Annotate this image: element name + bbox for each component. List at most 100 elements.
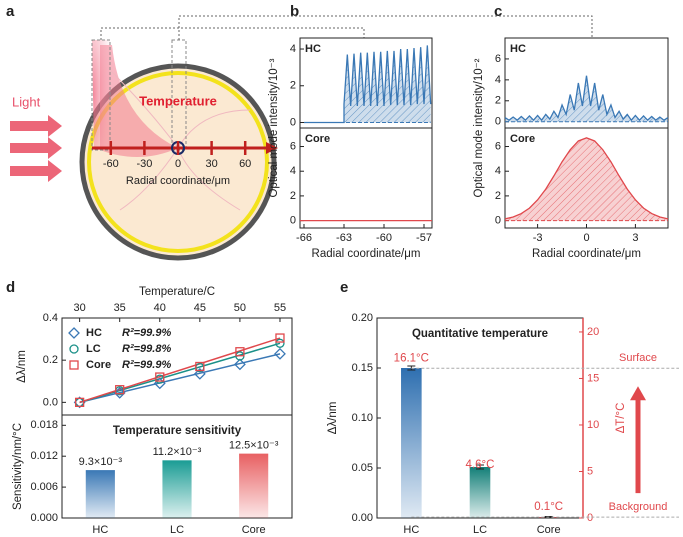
radial-tick-label: 30 [205, 158, 217, 170]
panel-label: b [290, 3, 299, 20]
y-tick-label: 0.0 [43, 396, 58, 408]
swirl [109, 69, 251, 211]
marker [275, 333, 285, 343]
temperature-label: 0.1°C [534, 501, 563, 513]
x-tick-label: 55 [274, 302, 286, 314]
x-tick-label: -57 [416, 232, 432, 244]
y-axis-label: Optical mode intensity/10⁻³ [268, 58, 280, 197]
y-tick-label: 0.006 [30, 481, 58, 493]
marker [113, 386, 126, 399]
y-tick-label: 20 [587, 326, 599, 338]
legend-r2: R²=99.9% [122, 359, 171, 371]
area [304, 45, 431, 123]
legend-label: Core [86, 359, 111, 371]
marker [74, 397, 85, 407]
beam-edge [92, 40, 112, 150]
legend-label: HC [86, 327, 102, 339]
marker [195, 361, 205, 372]
bar [239, 453, 269, 518]
temperature-label: Temperature [139, 93, 217, 108]
arrow [10, 115, 62, 137]
fit-line [79, 353, 281, 404]
y-tick-label: 5 [587, 465, 593, 477]
line [304, 45, 432, 124]
x-axis-label: Radial coordinate/μm [312, 248, 421, 260]
x-tick-label: LC [473, 524, 487, 536]
radial-axis-label: Radial coordinate/μm [126, 175, 230, 187]
value-label: 12.5×10⁻³ [229, 440, 279, 452]
x-tick-label: -63 [336, 232, 352, 244]
bar [469, 467, 491, 518]
marker [275, 338, 285, 348]
y-tick-label: 15 [587, 372, 599, 384]
y-axis-label: Sensitivity/nm/°C [12, 423, 24, 510]
x-tick-label: 40 [154, 302, 166, 314]
bar [85, 470, 115, 518]
y-tick-label: 0.018 [30, 419, 58, 431]
radial-tick-label: -30 [136, 158, 152, 170]
x-tick-label: 50 [234, 302, 246, 314]
x-tick-label: -3 [533, 232, 543, 244]
annotation: Surface [619, 352, 657, 364]
x-tick-label: 0 [583, 232, 589, 244]
x-tick-label: 45 [194, 302, 206, 314]
x-tick-label: HC [403, 524, 419, 536]
plot-title: Quantitative temperature [412, 328, 548, 340]
dashed-box [91, 39, 111, 151]
y-tick-label: 2 [495, 95, 501, 107]
y-tick-label: 0.4 [43, 312, 58, 324]
y-tick-label: 0 [495, 214, 501, 226]
x-tick-label: LC [170, 524, 184, 536]
radial-tick-label: 60 [239, 158, 251, 170]
y-tick-label: 2 [290, 190, 296, 202]
marker [193, 367, 206, 380]
error-bar [476, 464, 484, 470]
y-tick-label: 4 [290, 165, 296, 177]
connector [100, 27, 365, 40]
y-axis-label: Δλ/nm [327, 402, 339, 435]
subplot-title: Core [510, 133, 535, 145]
y-tick-label: 0.05 [352, 462, 373, 474]
y-tick-label: 0.10 [352, 412, 373, 424]
y-tick-label: 4 [495, 74, 501, 86]
area [505, 75, 668, 122]
y-tick-label: 0 [290, 214, 296, 226]
arrow [10, 160, 62, 182]
error-bar [407, 365, 416, 371]
radial-ticks: -60 -30 0 30 60 [103, 141, 251, 170]
bar [162, 460, 192, 518]
connector [178, 15, 593, 40]
subplot-title: HC [305, 43, 321, 55]
subplot-title: HC [510, 43, 526, 55]
legend-label: LC [86, 343, 101, 355]
marker [274, 347, 286, 360]
x-axis-label: Radial coordinate/μm [532, 248, 641, 260]
y-tick-label: 10 [587, 419, 599, 431]
y-tick-label: 0 [587, 512, 593, 524]
panel-label: c [494, 3, 502, 20]
x-tick-label: 35 [114, 302, 126, 314]
y-tick-label: 4 [290, 43, 296, 55]
fiber-ring [87, 71, 269, 253]
legend-r2: R²=99.8% [122, 343, 171, 355]
x-tick-label: HC [92, 524, 108, 536]
bar [401, 368, 422, 518]
x-tick-label: -66 [296, 232, 312, 244]
y-tick-label: 4 [495, 165, 501, 177]
marker [115, 385, 125, 395]
y-tick-label: 2 [290, 80, 296, 92]
beam-glow [100, 45, 178, 158]
y-axis-label: Δλ/nm [16, 350, 28, 383]
y-tick-label: 0.15 [352, 362, 373, 374]
y-tick-label: 0 [290, 116, 296, 128]
arrow-head [630, 386, 646, 401]
marker [69, 360, 79, 370]
panel-label: d [6, 279, 15, 296]
x-tick-label: Core [242, 524, 266, 536]
y-tick-label: 0.2 [43, 354, 58, 366]
x-tick-label: 3 [632, 232, 638, 244]
x-axis-label: Temperature/C [139, 286, 215, 298]
y-tick-label: 6 [290, 140, 296, 152]
x-tick-label: 30 [74, 302, 86, 314]
